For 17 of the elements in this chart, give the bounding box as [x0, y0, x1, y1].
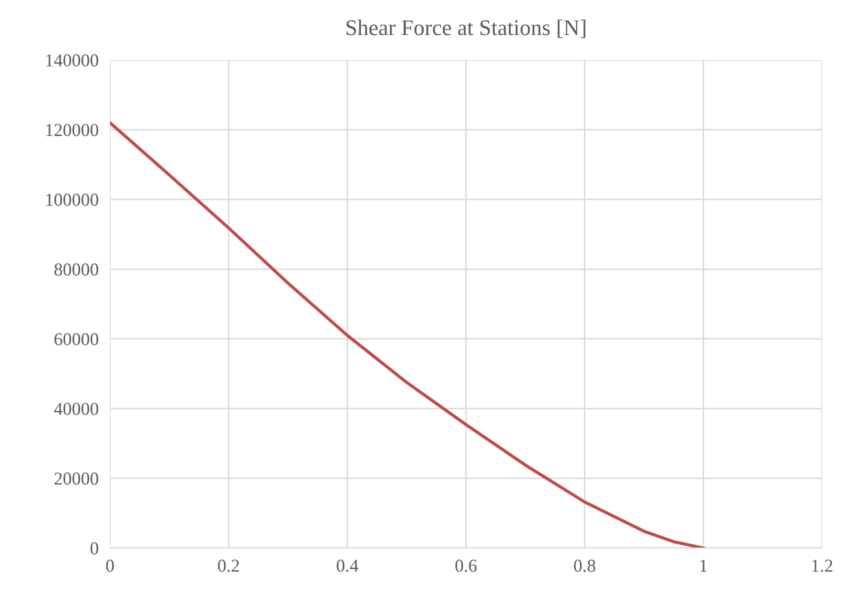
- x-tick-label: 0.4: [336, 560, 358, 572]
- chart-title: Shear Force at Stations [N]: [346, 20, 586, 38]
- y-tick-label: 140000: [46, 54, 98, 66]
- x-tick-label: 1: [700, 560, 707, 572]
- x-tick-label: 0: [106, 560, 114, 572]
- y-tick-label: 20000: [54, 472, 98, 485]
- x-tick-label: 0.8: [574, 560, 596, 572]
- x-tick-label: 0.6: [455, 560, 477, 572]
- y-tick-label: 60000: [54, 333, 98, 346]
- y-tick-label: 40000: [54, 402, 98, 416]
- y-tick-label: 100000: [46, 194, 98, 206]
- y-tick-label: 120000: [46, 124, 98, 136]
- line-series: [110, 121, 705, 548]
- y-tick-label: 0: [90, 542, 98, 554]
- y-tick-label: 80000: [54, 263, 98, 276]
- x-tick-label: 1.2: [812, 560, 832, 572]
- x-tick-label: 0.2: [218, 560, 239, 572]
